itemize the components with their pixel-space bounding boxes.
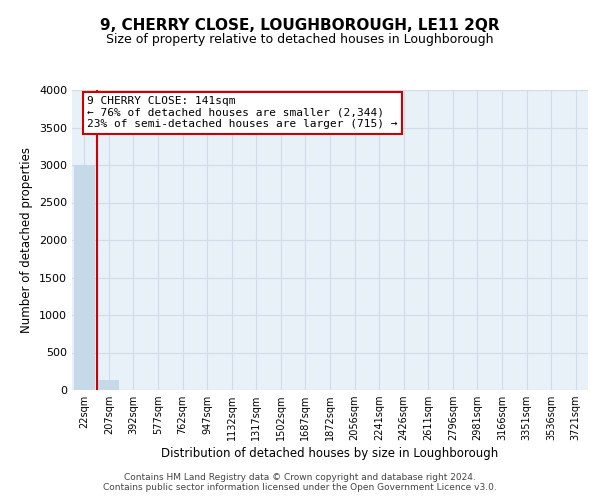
Text: Size of property relative to detached houses in Loughborough: Size of property relative to detached ho… [106, 32, 494, 46]
Bar [98, 380, 119, 390]
Text: 9, CHERRY CLOSE, LOUGHBOROUGH, LE11 2QR: 9, CHERRY CLOSE, LOUGHBOROUGH, LE11 2QR [100, 18, 500, 32]
X-axis label: Distribution of detached houses by size in Loughborough: Distribution of detached houses by size … [161, 448, 499, 460]
Y-axis label: Number of detached properties: Number of detached properties [20, 147, 34, 333]
Text: Contains HM Land Registry data © Crown copyright and database right 2024.
Contai: Contains HM Land Registry data © Crown c… [103, 473, 497, 492]
Bar [74, 165, 95, 390]
Text: 9 CHERRY CLOSE: 141sqm
← 76% of detached houses are smaller (2,344)
23% of semi-: 9 CHERRY CLOSE: 141sqm ← 76% of detached… [88, 96, 398, 129]
